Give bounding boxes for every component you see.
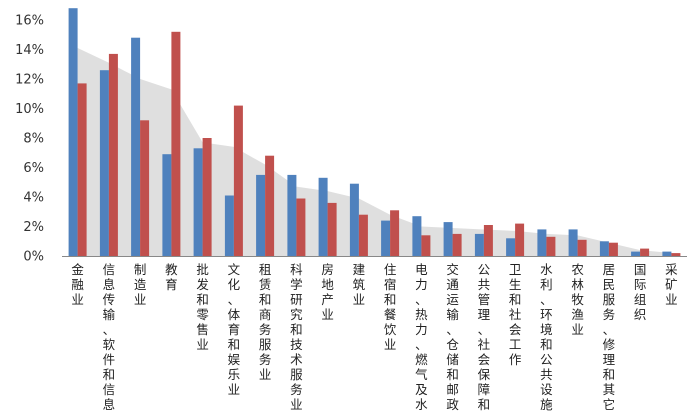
bar-series2-19 [671,253,681,256]
x-axis-labels: 金融业 信息传输、软件和信息 制造业 教育 批发和零售业 文化、体育和娱乐业 租赁和商务服务… [71,262,678,412]
x-tick-label-10: 住宿和餐饮业 [384,262,397,352]
bar-series1-10 [381,220,391,256]
bar-series1-4 [193,148,203,256]
bar-series1-15 [537,229,547,256]
bar-series2-13 [483,225,493,256]
bar-series1-11 [412,216,422,256]
y-tick-label: 2% [23,220,44,235]
y-tick-label: 16% [15,14,44,29]
bar-series2-5 [233,105,243,256]
x-tick-label-6: 租赁和商务服务业 [259,262,272,382]
y-tick-label: 14% [15,43,44,58]
x-tick-label-14: 卫生和社会工作 [509,262,522,367]
bar-series1-14 [506,238,516,256]
bar-series2-2 [140,120,150,256]
bar-series1-18 [631,251,641,256]
x-tick-label-11: 电力、热力、燃气及水 [415,262,428,412]
x-tick-label-15: 水利、环境和公共设施 [540,262,553,412]
x-tick-label-17: 居民服务、修理和其它 [603,262,616,412]
bar-series2-8 [327,202,337,256]
x-tick-label-2: 制造业 [134,262,147,307]
bar-series2-6 [265,155,275,256]
bar-series2-15 [546,236,556,256]
bar-series1-16 [568,229,578,256]
bar-series1-2 [131,37,141,257]
bar-series2-9 [358,214,368,256]
bar-series2-0 [77,83,87,257]
x-tick-label-4: 批发和零售业 [196,262,209,352]
bar-series1-5 [224,195,234,256]
bar-series2-17 [608,242,618,256]
bar-series1-13 [474,233,484,256]
y-axis-ticks: 0% 2% 4% 6% 8% 10% 12% 14% 16% [15,14,44,265]
bar-series1-8 [318,177,328,256]
bar-series2-4 [202,138,212,256]
y-tick-label: 0% [23,250,44,265]
y-tick-label: 8% [23,132,44,147]
bar-series2-1 [108,53,118,257]
x-tick-label-16: 农林牧渔业 [571,262,584,337]
x-tick-label-8: 房地产业 [321,262,334,322]
bar-series1-17 [599,241,609,257]
y-tick-label: 12% [15,73,44,88]
x-tick-label-7: 科学研究和技术服务业 [290,262,303,412]
x-tick-label-18: 国际组织 [634,262,647,322]
bar-series2-12 [452,233,462,256]
bar-series1-7 [287,174,297,256]
bar-layer [68,8,681,257]
y-tick-label: 10% [15,102,44,117]
bar-series2-14 [515,223,525,256]
x-tick-label-1: 信息传输、软件和信息 [103,262,116,412]
x-tick-label-19: 采矿业 [665,262,678,307]
bar-series2-11 [421,235,431,256]
bar-series1-6 [256,174,266,256]
x-tick-label-0: 金融业 [71,262,84,307]
y-tick-label: 4% [23,191,44,206]
bar-series2-10 [390,210,400,256]
bar-series1-9 [349,183,359,256]
y-tick-label: 6% [23,161,44,176]
bar-series2-18 [640,248,650,256]
x-tick-label-9: 建筑业 [353,262,366,307]
bar-series1-3 [162,154,172,256]
bar-series2-16 [577,239,587,256]
x-tick-label-12: 交通运输、仓储和邮政 [446,262,459,412]
bar-series1-12 [443,222,453,256]
bar-series2-7 [296,198,306,256]
bar-series2-3 [171,31,181,256]
x-tick-label-13: 公共管理、社会保障和 [478,262,491,412]
bar-series1-19 [662,251,672,256]
x-tick-label-5: 文化、体育和娱乐业 [228,262,241,397]
bar-series1-1 [99,70,109,256]
x-tick-label-3: 教育 [165,262,178,292]
bar-series1-0 [68,8,78,257]
